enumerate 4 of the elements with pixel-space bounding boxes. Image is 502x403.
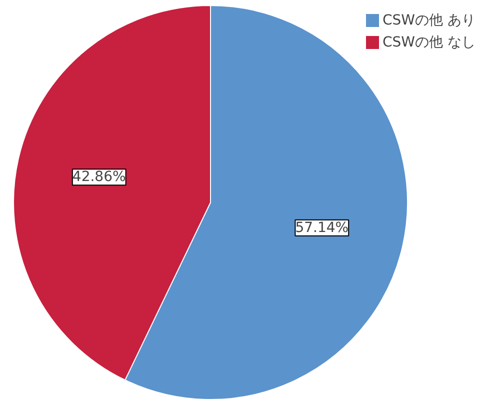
legend-label: CSWの他 あり xyxy=(382,12,476,28)
legend-label: CSWの他 なし xyxy=(382,34,476,50)
data-label: 57.14% xyxy=(295,220,349,236)
data-label: 42.86% xyxy=(72,169,126,186)
